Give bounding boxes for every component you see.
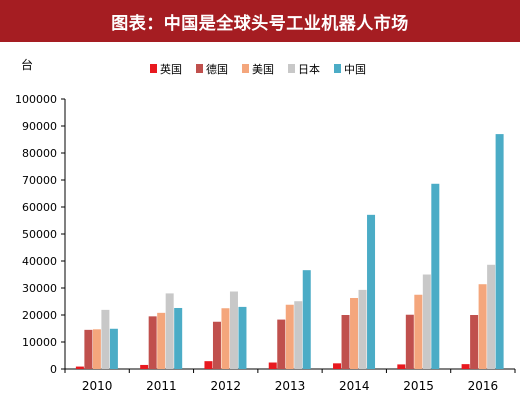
y-tick-label: 50000 bbox=[22, 228, 57, 241]
bar-美国-2011 bbox=[157, 312, 166, 369]
bar-日本-2015 bbox=[422, 274, 431, 369]
bar-美国-2012 bbox=[221, 308, 230, 369]
legend-label-4: 中国 bbox=[344, 63, 366, 76]
bar-德国-2013 bbox=[277, 319, 286, 369]
bar-德国-2010 bbox=[84, 329, 93, 369]
bar-日本-2011 bbox=[165, 293, 174, 369]
bar-德国-2015 bbox=[405, 314, 414, 369]
bar-德国-2012 bbox=[212, 321, 221, 369]
bar-英国-2012 bbox=[204, 361, 213, 369]
legend-label-0: 英国 bbox=[160, 62, 182, 76]
bar-中国-2012 bbox=[238, 306, 247, 369]
y-tick-label: 40000 bbox=[22, 255, 57, 268]
legend-swatch-3 bbox=[288, 64, 295, 73]
bar-英国-2011 bbox=[140, 364, 149, 369]
legend-swatch-0 bbox=[150, 64, 157, 73]
bar-中国-2010 bbox=[109, 328, 118, 369]
x-tick-label: 2016 bbox=[468, 379, 499, 393]
bar-中国-2016 bbox=[495, 134, 504, 369]
bar-英国-2010 bbox=[75, 366, 84, 369]
bar-日本-2010 bbox=[101, 309, 110, 369]
legend-swatch-4 bbox=[334, 64, 341, 73]
legend-swatch-2 bbox=[242, 64, 249, 73]
y-tick-label: 30000 bbox=[22, 282, 57, 295]
bar-日本-2014 bbox=[358, 289, 367, 369]
bar-中国-2015 bbox=[431, 183, 440, 369]
bar-中国-2011 bbox=[174, 307, 183, 369]
y-tick-label: 10000 bbox=[22, 336, 57, 349]
bar-德国-2016 bbox=[470, 315, 479, 369]
chart-title: 图表：中国是全球头号工业机器人市场 bbox=[111, 13, 409, 34]
legend-label-1: 德国 bbox=[206, 62, 228, 76]
legend-label-2: 美国 bbox=[252, 63, 274, 76]
bar-德国-2011 bbox=[148, 316, 157, 369]
chart-header: 图表：中国是全球头号工业机器人市场 bbox=[0, 0, 520, 42]
bar-日本-2016 bbox=[487, 264, 496, 369]
y-tick-label: 90000 bbox=[22, 120, 57, 133]
y-tick-label: 20000 bbox=[22, 309, 57, 322]
bar-日本-2013 bbox=[294, 301, 303, 369]
x-tick-label: 2011 bbox=[146, 379, 177, 393]
bar-英国-2013 bbox=[268, 362, 277, 369]
bar-德国-2014 bbox=[341, 315, 350, 369]
x-tick-label: 2013 bbox=[275, 379, 306, 393]
y-tick-label: 100000 bbox=[15, 93, 57, 106]
bar-美国-2016 bbox=[478, 284, 487, 369]
y-tick-label: 60000 bbox=[22, 201, 57, 214]
bar-中国-2014 bbox=[367, 214, 376, 369]
bar-美国-2013 bbox=[285, 304, 294, 369]
y-tick-label: 70000 bbox=[22, 174, 57, 187]
y-unit-label: 台 bbox=[21, 57, 33, 72]
bar-美国-2010 bbox=[92, 329, 101, 369]
bar-英国-2014 bbox=[333, 363, 342, 369]
y-tick-label: 0 bbox=[50, 363, 57, 376]
bar-中国-2013 bbox=[302, 270, 311, 369]
legend-label-3: 日本 bbox=[298, 62, 320, 76]
y-tick-label: 80000 bbox=[22, 147, 57, 160]
legend-swatch-1 bbox=[196, 64, 203, 73]
x-tick-label: 2012 bbox=[210, 379, 241, 393]
bar-日本-2012 bbox=[229, 291, 238, 369]
bar-美国-2015 bbox=[414, 294, 423, 369]
bar-美国-2014 bbox=[350, 297, 359, 369]
bar-英国-2015 bbox=[397, 364, 406, 369]
x-tick-label: 2010 bbox=[82, 379, 113, 393]
chart-svg: 台 英国 德国 美国 日本 中国 0 10000 20000 30000 40000 50000 600… bbox=[15, 57, 516, 393]
x-tick-label: 2014 bbox=[339, 379, 370, 393]
x-tick-label: 2015 bbox=[403, 379, 434, 393]
bar-英国-2016 bbox=[461, 364, 470, 369]
